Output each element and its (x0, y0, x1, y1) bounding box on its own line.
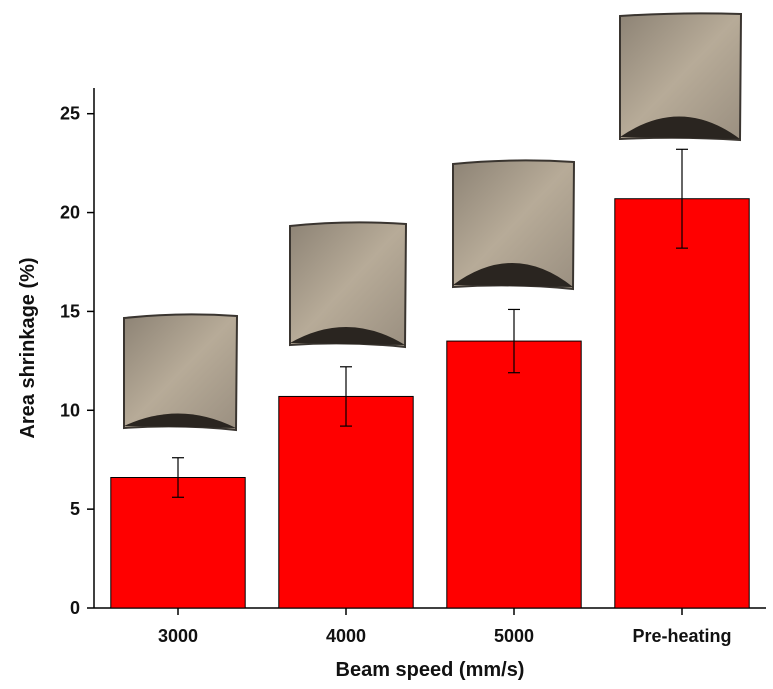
error-bar (340, 366, 352, 427)
error-bar (508, 308, 520, 374)
bar (446, 340, 582, 609)
sample-photo (452, 159, 576, 291)
error-bar (676, 148, 688, 249)
y-tick-label: 25 (60, 104, 80, 124)
x-tick-label: 4000 (326, 626, 366, 646)
x-tick-label: 5000 (494, 626, 534, 646)
x-tick-label: Pre-heating (632, 626, 731, 646)
y-tick-label: 10 (60, 400, 80, 420)
y-tick-label: 5 (70, 499, 80, 519)
x-tick-label: 3000 (158, 626, 198, 646)
y-axis-title: Area shrinkage (%) (17, 257, 39, 438)
sample-photo (289, 221, 408, 349)
bar (278, 395, 414, 609)
bar (614, 198, 750, 609)
x-axis-title: Beam speed (mm/s) (336, 659, 525, 681)
y-tick-label: 0 (70, 598, 80, 618)
error-bar (172, 457, 184, 498)
sample-photos (123, 12, 743, 432)
sample-photo (123, 313, 239, 432)
y-tick-label: 15 (60, 301, 80, 321)
y-tick-label: 20 (60, 203, 80, 223)
sample-photo (619, 12, 743, 142)
